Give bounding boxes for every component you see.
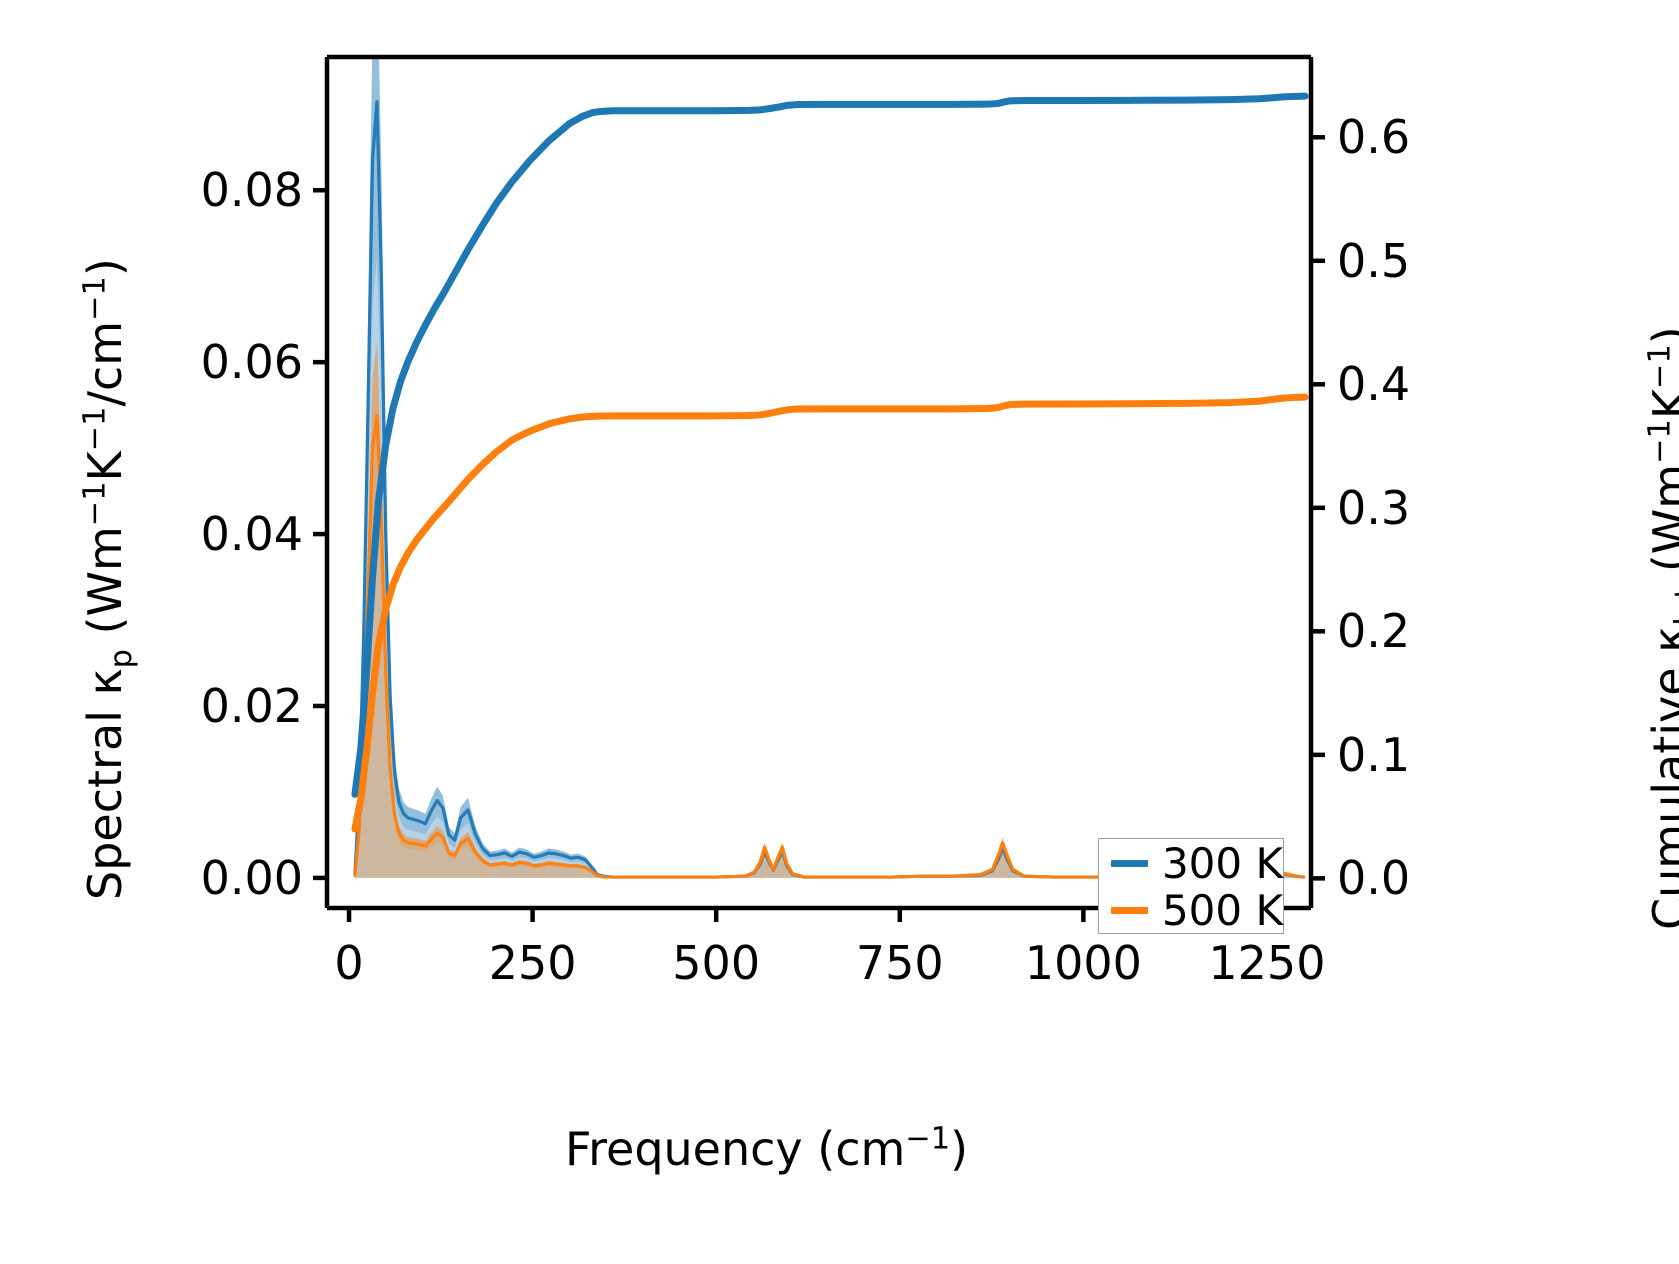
y-axis-left-tick-label: 0.04 (200, 507, 303, 562)
legend-label-500k: 500 K (1161, 885, 1283, 935)
y-axis-right-tick-label: 0.6 (1337, 110, 1411, 165)
legend-swatch-500k (1111, 906, 1148, 914)
y-axis-right-tick-label: 0.5 (1337, 233, 1411, 288)
legend-item-300k[interactable]: 300 K (1099, 838, 1283, 888)
legend[interactable]: 300 K 500 K (1098, 838, 1284, 935)
x-axis-tick-label: 0 (334, 936, 364, 990)
axes-layer (313, 54, 1325, 922)
y-axis-left-tick-label: 0.02 (200, 678, 303, 733)
y-axis-left-tick-label: 0.08 (200, 163, 303, 218)
x-axis-tick-label: 250 (488, 936, 577, 990)
y-axis-right-tick-label: 0.2 (1337, 604, 1411, 659)
x-axis-tick-label: 750 (855, 936, 944, 990)
y-axis-right-tick-label: 0.3 (1337, 480, 1411, 535)
y-axis-right-tick-label: 0.1 (1337, 727, 1411, 782)
x-axis-tick-label: 500 (672, 936, 761, 990)
y-axis-right-tick-label: 0.4 (1337, 357, 1411, 412)
x-axis-tick-label: 1250 (1208, 936, 1326, 990)
y-axis-left-tick-label: 0.06 (200, 335, 303, 390)
y-axis-left-tick-label: 0.00 (200, 850, 303, 905)
y-axis-right-tick-label: 0.0 (1337, 851, 1411, 906)
legend-swatch-300k (1111, 859, 1148, 867)
x-axis-tick-label: 1000 (1024, 936, 1142, 990)
series-layer (351, 57, 1309, 879)
x-axis-label: Frequency (cm−1) (565, 1121, 969, 1176)
legend-label-300k: 300 K (1161, 838, 1283, 888)
legend-item-500k[interactable]: 500 K (1099, 885, 1283, 935)
